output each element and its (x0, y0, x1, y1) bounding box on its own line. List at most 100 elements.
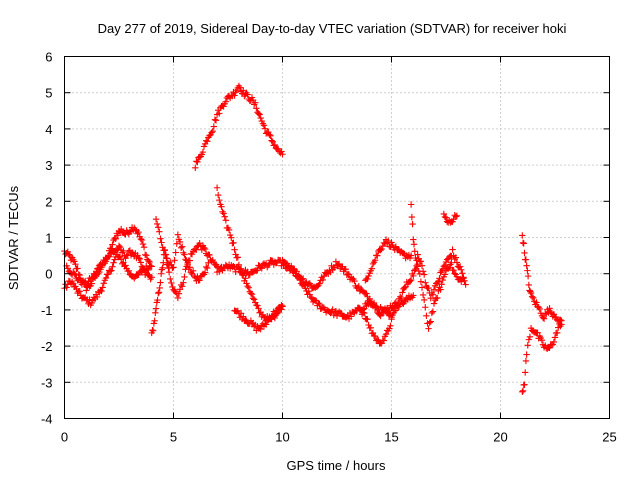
marker-arc-16h-b (429, 291, 437, 298)
marker-arc-dip (272, 310, 280, 317)
marker-arc-early-low (76, 288, 83, 295)
marker-arc-21h (528, 293, 536, 300)
marker-arc-early-mid (105, 253, 113, 260)
y-tick-label: -2 (41, 339, 53, 354)
marker-arc-4h-b (157, 235, 164, 242)
marker-arc-early-low (125, 267, 133, 275)
marker-arc-early (111, 234, 118, 242)
marker-arc-16h-b (453, 259, 461, 266)
marker-arc-4h-b (174, 231, 182, 238)
y-tick-label: 6 (45, 50, 52, 65)
marker-arc-4h (152, 305, 160, 312)
marker-arc-mid-b (389, 303, 396, 311)
marker-arc-17h (452, 213, 460, 220)
marker-arc-drop (234, 254, 242, 261)
marker-arc-dip (271, 310, 279, 318)
marker-arc-21h (546, 305, 553, 312)
marker-arc-4h (156, 284, 163, 292)
marker-arc-16h (434, 294, 441, 302)
marker-arc-16h (416, 270, 424, 278)
marker-arc-4h (152, 309, 159, 317)
marker-arc-early-mid (125, 248, 133, 255)
marker-arc-mid-b (315, 281, 322, 289)
marker-arc-high (209, 127, 216, 135)
marker-arc-mid-b (319, 276, 327, 284)
marker-arc-4h (168, 279, 175, 287)
marker-arc-16h (423, 312, 430, 320)
marker-arc-14h (407, 276, 415, 284)
marker-arc-14h (394, 299, 402, 307)
axis-ticks (64, 56, 610, 419)
marker-arc-4h-b (162, 251, 170, 258)
marker-arc-21h (524, 267, 531, 274)
marker-arc-early-mid (91, 271, 99, 279)
x-tick-label: 25 (602, 430, 616, 445)
marker-arc-drop (242, 275, 249, 282)
marker-arc-4h-b (191, 272, 198, 280)
marker-arc-21h-low (558, 317, 565, 324)
marker-arc-16h-b (414, 251, 421, 258)
marker-arc-early-mid (115, 242, 123, 250)
marker-arc-4h (157, 279, 164, 286)
marker-arc-dip (261, 320, 269, 327)
marker-arc-4h (179, 283, 186, 290)
marker-arc-21h (527, 289, 535, 297)
y-tick-label: 0 (45, 267, 52, 282)
marker-arc-21h-low (519, 387, 527, 394)
marker-arc-14h (391, 307, 398, 315)
marker-arc-early-mid (104, 253, 112, 261)
marker-arc-4h (188, 250, 196, 258)
marker-arc-high (240, 87, 247, 94)
marker-arc-4h (165, 268, 173, 276)
marker-arc-drop (218, 203, 225, 210)
marker-arc-16h (409, 220, 416, 228)
marker-arc-early (74, 265, 81, 272)
marker-arc-16h (458, 278, 465, 285)
marker-arc-16h-b (462, 281, 469, 288)
marker-arc-14h-up (377, 246, 384, 254)
marker-arc-16h-b (456, 263, 464, 270)
data-points (61, 82, 565, 396)
marker-arc-14h (386, 325, 393, 332)
marker-arc-4h-b (155, 224, 162, 231)
marker-arc-dip (257, 325, 264, 333)
marker-arc-21h-low (521, 381, 528, 388)
marker-arc-16h-b (440, 263, 448, 270)
marker-arc-4h (180, 279, 187, 286)
marker-arc-21h (541, 310, 549, 317)
marker-arc-high (244, 91, 251, 98)
marker-arc-21h-low (534, 329, 541, 336)
marker-arc-drop (256, 309, 263, 316)
marker-arc-high (192, 164, 199, 172)
marker-arc-early-low (99, 284, 106, 291)
marker-arc-14h-up (400, 250, 407, 257)
marker-arc-16h-b (421, 271, 428, 278)
marker-arc-high (256, 111, 263, 118)
marker-arc-4h-b (203, 263, 210, 271)
marker-arc-14h (371, 332, 379, 340)
marker-arc-4h-b (158, 239, 165, 246)
marker-arc-mid (246, 271, 253, 279)
marker-arc-early-mid (84, 281, 91, 289)
marker-arc-16h-b (435, 278, 442, 285)
marker-arc-early-mid (83, 282, 90, 290)
marker-arc-high (257, 114, 264, 122)
marker-arc-16h-b (459, 270, 466, 277)
marker-arc-early-mid (145, 271, 152, 278)
marker-arc-16h (430, 300, 438, 307)
marker-arc-16h-b (422, 279, 429, 286)
marker-arc-early-low (122, 262, 129, 269)
y-tick-label: -4 (41, 412, 53, 427)
marker-arc-early-mid (94, 265, 101, 272)
marker-arc-16h (410, 241, 418, 248)
marker-arc-early-low (86, 296, 93, 303)
chart-title: Day 277 of 2019, Sidereal Day-to-day VTE… (98, 21, 567, 36)
marker-arc-16h (450, 267, 457, 274)
marker-arc-21h (523, 262, 530, 269)
marker-arc-mid-b (373, 303, 380, 310)
marker-arc-early-low (110, 259, 117, 266)
marker-arc-21h (530, 294, 537, 302)
marker-arc-21h-low (525, 336, 533, 343)
marker-arc-mid-b (300, 275, 307, 282)
marker-arc-4h-b (161, 246, 168, 254)
